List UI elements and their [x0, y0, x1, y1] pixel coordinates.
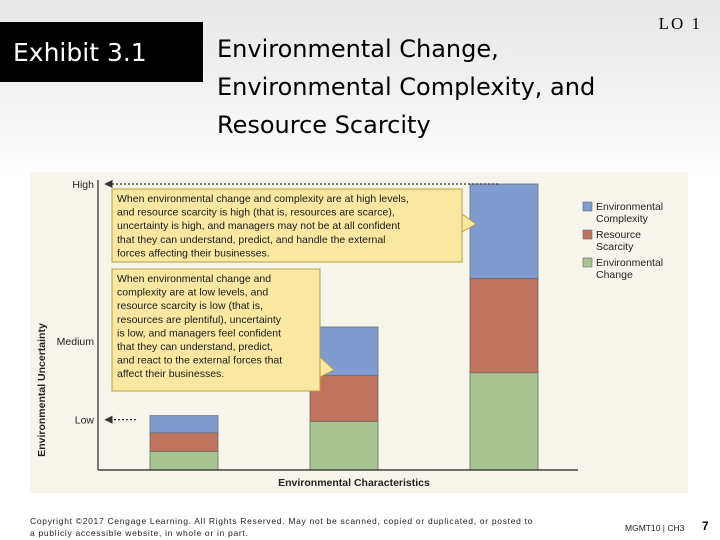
- chart-panel: High Medium Low Environmental Uncertainty En…: [30, 172, 688, 493]
- copyright-notice: Copyright ©2017 Cengage Learning. All Ri…: [30, 515, 595, 539]
- legend-swatch-resource-scarcity: [582, 229, 593, 240]
- x-axis-title: Environmental Characteristics: [278, 477, 430, 489]
- callout-text-line: forces affecting their businesses.: [117, 247, 270, 259]
- legend-label: Resource: [596, 229, 641, 241]
- callout-text-line: and resource scarcity is high (that is, …: [117, 207, 395, 219]
- slide-title-line: Resource Scarcity: [217, 111, 431, 139]
- legend-label: Change: [596, 269, 633, 281]
- learning-objective-label: LO 1: [658, 14, 702, 33]
- bar-segment-resource-scarcity: [309, 375, 379, 422]
- bar-segment-environmental-complexity: [149, 415, 219, 434]
- exhibit-label: Exhibit 3.1: [13, 37, 147, 67]
- copyright-line: a publicly accessible website, in whole …: [30, 528, 249, 538]
- legend-label: Environmental: [596, 257, 663, 269]
- stacked-bar-chart: High Medium Low Environmental Uncertainty En…: [36, 179, 663, 489]
- slide-title-line: Environmental Complexity, and: [217, 73, 596, 101]
- course-code: MGMT10 | CH3: [625, 523, 685, 533]
- bar-segment-environmental-change: [149, 451, 219, 471]
- legend-swatch-environmental-change: [582, 257, 593, 268]
- page-number: 7: [702, 519, 709, 533]
- callout-box: [111, 268, 321, 392]
- callout-pointer: [319, 356, 335, 378]
- bar-segment-resource-scarcity: [469, 277, 539, 374]
- legend-swatch-environmental-complexity: [582, 201, 593, 212]
- callout-pointer: [461, 213, 477, 233]
- callout-text-line: When environmental change and: [117, 273, 271, 285]
- callout-text-line: When environmental change and complexity…: [117, 193, 409, 205]
- bar-segment-resource-scarcity: [149, 432, 219, 452]
- y-tick-label: Low: [75, 415, 95, 427]
- callout-text-line: and react to the external forces that: [117, 355, 282, 367]
- callout-text-line: complexity are at low levels, and: [117, 287, 268, 299]
- slide-title-line: Environmental Change,: [217, 35, 499, 63]
- bar-segment-environmental-change: [309, 420, 379, 471]
- callout-box: [111, 188, 463, 263]
- callout-text-line: that they can understand, predict,: [117, 341, 273, 353]
- callout-text-line: uncertainty is high, and managers may no…: [117, 220, 400, 232]
- bar-segment-environmental-change: [469, 372, 539, 471]
- y-axis-title: Environmental Uncertainty: [36, 323, 48, 457]
- callout-text-line: resources are plentiful), uncertainty: [117, 314, 282, 326]
- copyright-line: Copyright ©2017 Cengage Learning. All Ri…: [30, 516, 534, 526]
- legend-label: Scarcity: [596, 241, 634, 253]
- y-tick-label: High: [72, 179, 94, 191]
- legend-label: Environmental: [596, 201, 663, 213]
- y-tick-label: Medium: [57, 336, 95, 348]
- callout-text-line: is low, and managers feel confident: [117, 327, 281, 339]
- exhibit-label-box: Exhibit 3.1: [0, 22, 203, 82]
- legend-label: Complexity: [596, 213, 649, 225]
- callout-text-line: affect their businesses.: [117, 368, 224, 380]
- callout-text-line: that they can understand, predict, and h…: [117, 234, 386, 246]
- bar-segment-environmental-complexity: [469, 183, 539, 279]
- callout-text-line: resource scarcity is low (that is,: [117, 300, 263, 312]
- slide-title: Environmental Change, Environmental Comp…: [217, 30, 657, 144]
